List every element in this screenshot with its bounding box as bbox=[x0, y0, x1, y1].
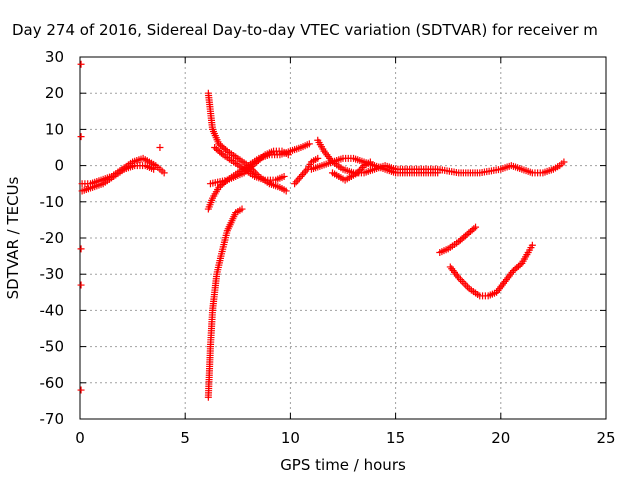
y-axis-label: SDTVAR / TECUs bbox=[4, 176, 22, 299]
data-point bbox=[460, 279, 468, 287]
grid bbox=[80, 57, 606, 419]
y-tick-label: 0 bbox=[54, 157, 64, 175]
x-tick-label: 0 bbox=[75, 429, 85, 447]
data-point bbox=[516, 261, 524, 269]
data-point bbox=[238, 205, 246, 213]
y-tick-label: -40 bbox=[40, 301, 65, 319]
data-point bbox=[298, 171, 306, 179]
data-point bbox=[156, 144, 164, 151]
data-point bbox=[150, 165, 158, 173]
series-track-8 bbox=[291, 154, 322, 188]
data-point bbox=[297, 172, 305, 180]
series-track-3 bbox=[204, 89, 290, 195]
data-point bbox=[284, 151, 292, 159]
data-point bbox=[259, 152, 267, 160]
data-point bbox=[472, 223, 480, 231]
data-point bbox=[458, 277, 466, 285]
chart-title: Day 274 of 2016, Sidereal Day-to-day VTE… bbox=[12, 21, 598, 39]
x-tick-label: 5 bbox=[180, 429, 190, 447]
y-tick-label: -10 bbox=[40, 193, 65, 211]
data-point bbox=[463, 283, 471, 291]
axis-ticks: 0 5 10 15 20 25 30 20 10 0 -10 -20 -30 -40 -50 -60 -70 bbox=[40, 48, 616, 447]
series-track-11 bbox=[328, 158, 374, 184]
series-track-7 bbox=[211, 144, 288, 184]
series-track-4 bbox=[204, 205, 246, 401]
y-tick-label: 30 bbox=[45, 48, 64, 66]
data-point bbox=[295, 174, 303, 182]
plot-frame bbox=[79, 56, 607, 420]
y-tick-label: -50 bbox=[40, 338, 65, 356]
y-tick-label: -60 bbox=[40, 374, 65, 392]
data-point bbox=[300, 169, 308, 177]
y-tick-label: 10 bbox=[45, 120, 64, 138]
data-points bbox=[77, 60, 568, 401]
data-point bbox=[294, 176, 302, 184]
x-tick-label: 20 bbox=[491, 429, 510, 447]
x-tick-label: 15 bbox=[386, 429, 405, 447]
data-point bbox=[77, 133, 85, 141]
data-point bbox=[291, 180, 299, 188]
series-track-10 bbox=[307, 154, 442, 177]
series-track-12 bbox=[436, 223, 480, 256]
data-point bbox=[456, 276, 464, 284]
data-point bbox=[77, 245, 85, 253]
series-outliers bbox=[77, 60, 164, 394]
data-point bbox=[222, 146, 230, 154]
series-track-2 bbox=[78, 162, 158, 195]
data-point bbox=[470, 225, 478, 233]
data-point bbox=[282, 187, 290, 195]
data-point bbox=[160, 169, 168, 177]
data-point bbox=[560, 158, 568, 166]
y-tick-label: -70 bbox=[40, 410, 65, 428]
data-point bbox=[462, 281, 470, 289]
data-point bbox=[434, 169, 442, 177]
y-tick-label: 20 bbox=[45, 84, 64, 102]
x-axis-label: GPS time / hours bbox=[280, 456, 406, 474]
series-track-13 bbox=[446, 241, 536, 300]
data-point bbox=[280, 172, 288, 180]
data-point bbox=[292, 178, 300, 186]
data-point bbox=[217, 149, 225, 157]
data-point bbox=[366, 158, 374, 166]
data-point bbox=[77, 60, 85, 68]
y-tick-label: -20 bbox=[40, 229, 65, 247]
series-track-9 bbox=[314, 136, 568, 177]
data-point bbox=[305, 140, 313, 148]
data-point bbox=[77, 281, 85, 289]
y-tick-label: -30 bbox=[40, 265, 65, 283]
data-point bbox=[314, 154, 322, 162]
data-point bbox=[77, 386, 85, 394]
data-point bbox=[528, 241, 536, 249]
x-tick-label: 10 bbox=[281, 429, 300, 447]
x-tick-label: 25 bbox=[596, 429, 615, 447]
series-track-6 bbox=[206, 147, 292, 188]
